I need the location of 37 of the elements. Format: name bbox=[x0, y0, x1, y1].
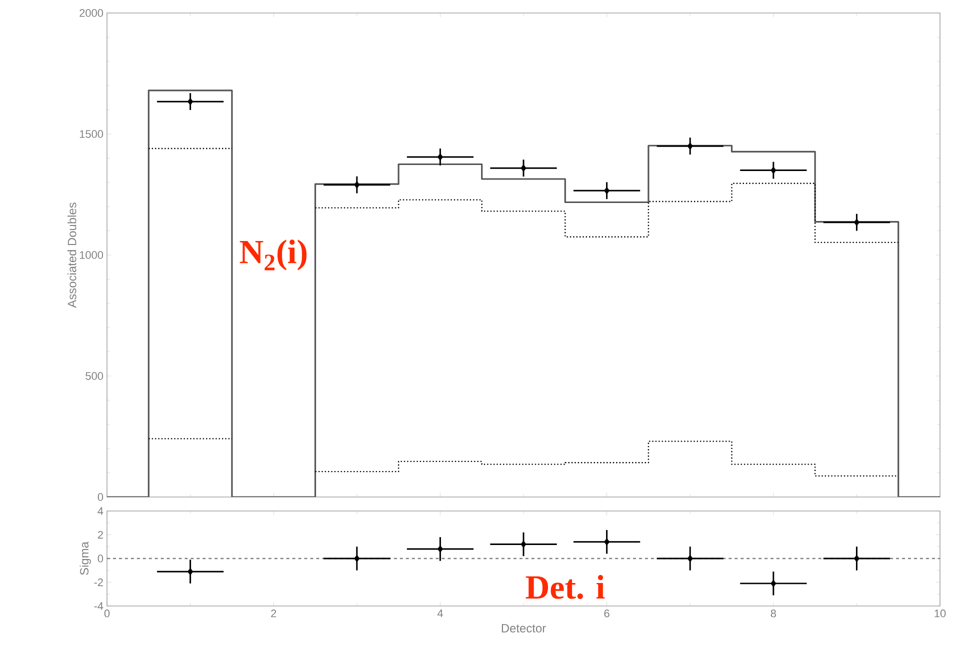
point bbox=[437, 153, 444, 161]
annotation: N$_{2}$(i) bbox=[240, 240, 307, 270]
x-tick-label: 10 bbox=[934, 610, 946, 618]
point bbox=[354, 181, 360, 189]
point bbox=[520, 540, 526, 548]
point bbox=[187, 568, 194, 576]
x-axis-title: Detector bbox=[502, 624, 546, 632]
y-tick-label: 2 bbox=[98, 530, 103, 539]
point bbox=[854, 554, 860, 562]
x-tick-label: 0 bbox=[104, 610, 110, 618]
y-tick-label: 2000 bbox=[80, 9, 104, 17]
x-tick-label: 8 bbox=[770, 610, 776, 618]
point bbox=[187, 98, 194, 106]
y-tick-label: 4 bbox=[98, 507, 104, 515]
point bbox=[770, 166, 776, 174]
y-axis-title: Associated Doubles bbox=[67, 202, 76, 308]
point bbox=[854, 218, 860, 226]
y-tick-label: 1000 bbox=[80, 251, 104, 259]
x-tick-label: 4 bbox=[437, 610, 443, 618]
y-axis-title: Sigma bbox=[80, 542, 91, 575]
y-tick-label: 0 bbox=[98, 493, 104, 501]
y-tick-label: -2 bbox=[94, 578, 103, 586]
y-tick-label: -4 bbox=[94, 602, 104, 610]
annotation: Det. i bbox=[526, 575, 605, 599]
x-tick-label: 6 bbox=[604, 610, 610, 618]
point bbox=[520, 164, 526, 172]
y-tick-label: 1500 bbox=[80, 130, 104, 138]
point bbox=[604, 186, 610, 194]
point bbox=[687, 554, 693, 562]
y-tick-label: 500 bbox=[86, 372, 104, 380]
point bbox=[687, 142, 693, 150]
point bbox=[604, 538, 610, 546]
x-tick-label: 2 bbox=[271, 610, 276, 618]
point bbox=[354, 554, 360, 562]
point bbox=[437, 545, 444, 553]
y-tick-label: 0 bbox=[98, 554, 104, 562]
point bbox=[770, 580, 776, 588]
